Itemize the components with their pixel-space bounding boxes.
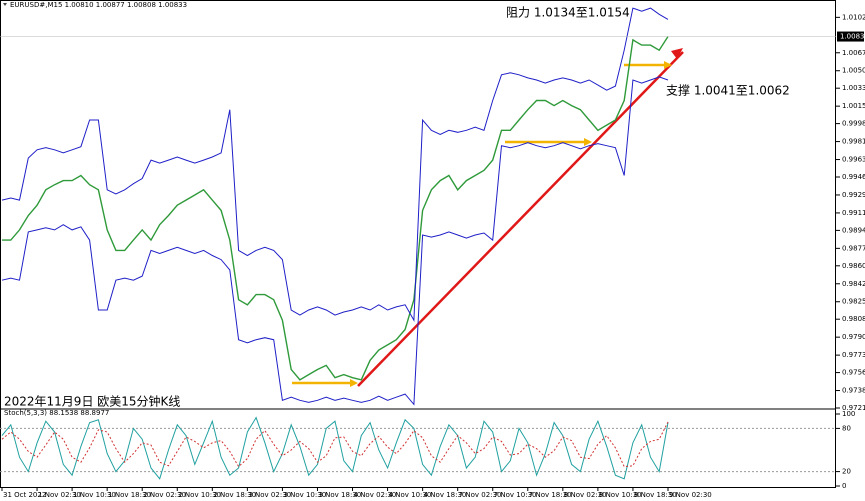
x-tick-label: 7 Nov 18:30 — [529, 491, 572, 499]
x-tick-label: 4 Nov 18:30 — [424, 491, 467, 499]
stoch-line — [1, 421, 669, 468]
x-tick-label: 8 Nov 18:30 — [634, 491, 677, 499]
menu-icon — [3, 3, 7, 6]
x-tick-label: 8 Nov 10:30 — [599, 491, 642, 499]
y-tick-label: 0.98945 — [842, 226, 865, 234]
support-arrow — [584, 138, 592, 146]
support-arrow — [664, 61, 672, 69]
y-tick-label: 0.98425 — [842, 280, 865, 288]
x-tick-label: 3 Nov 18:30 — [318, 491, 361, 499]
y-tick-label: 0 — [842, 482, 846, 490]
x-tick-label: 2 Nov 18:30 — [213, 491, 256, 499]
y-tick-label: 0.99115 — [842, 209, 865, 217]
y-tick-label: 0.97215 — [842, 404, 865, 412]
chart-caption: 2022年11月9日 欧美15分钟K线 — [4, 394, 180, 409]
y-tick-label: 1.00675 — [842, 49, 865, 57]
x-tick-label: 1 Nov 10:30 — [73, 491, 116, 499]
stoch-line — [1, 416, 669, 480]
support-note: 支撑 1.0041至1.0062 — [666, 83, 790, 98]
trend-line — [357, 51, 684, 387]
y-tick-label: 1.00330 — [842, 84, 865, 92]
y-tick-label: 0.99635 — [842, 156, 865, 164]
y-tick-label: 100 — [842, 410, 855, 418]
y-tick-label: 0.99465 — [842, 173, 865, 181]
last-price-box — [837, 31, 864, 42]
stoch-label: Stoch(5,3,3) 88.1538 88.8977 — [4, 409, 109, 417]
trend-arrow — [671, 48, 683, 59]
y-tick-label: 1.00155 — [842, 102, 865, 110]
x-tick-label: 7 Nov 10:30 — [494, 491, 537, 499]
x-tick-label: 2 Nov 10:30 — [178, 491, 221, 499]
y-tick-label: 1.00500 — [842, 67, 865, 75]
price-line — [1, 7, 669, 322]
x-tick-label: 3 Nov 10:30 — [283, 491, 326, 499]
x-tick-label: 4 Nov 10:30 — [389, 491, 432, 499]
x-tick-label: 3 Nov 02:30 — [248, 491, 291, 499]
x-tick-label: 8 Nov 02:30 — [564, 491, 607, 499]
symbol-header: EURUSD#,M15 1.00810 1.00877 1.00808 1.00… — [10, 1, 187, 9]
price-line — [2, 36, 669, 381]
y-tick-label: 0.97385 — [842, 387, 865, 395]
last-price-label: 1.00833 — [840, 33, 865, 41]
x-tick-label: 1 Nov 02:30 — [38, 491, 81, 499]
y-tick-label: 0.97905 — [842, 333, 865, 341]
y-tick-label: 0.99985 — [842, 120, 865, 128]
y-tick-label: 1.01020 — [842, 13, 865, 21]
x-tick-label: 1 Nov 18:30 — [108, 491, 151, 499]
x-tick-label: 4 Nov 02:30 — [354, 491, 397, 499]
y-tick-label: 80 — [842, 424, 851, 432]
x-tick-label: 7 Nov 02:30 — [459, 491, 502, 499]
resistance-note: 阻力 1.0134至1.0154 — [506, 6, 630, 20]
x-tick-label: 9 Nov 02:30 — [669, 491, 712, 499]
x-tick-label: 2 Nov 02:30 — [143, 491, 186, 499]
plot-frame — [0, 0, 836, 488]
price-line — [1, 76, 669, 406]
support-arrow — [350, 379, 358, 387]
x-tick-label: 31 Oct 2022 — [3, 491, 46, 499]
y-tick-label: 20 — [842, 468, 851, 476]
